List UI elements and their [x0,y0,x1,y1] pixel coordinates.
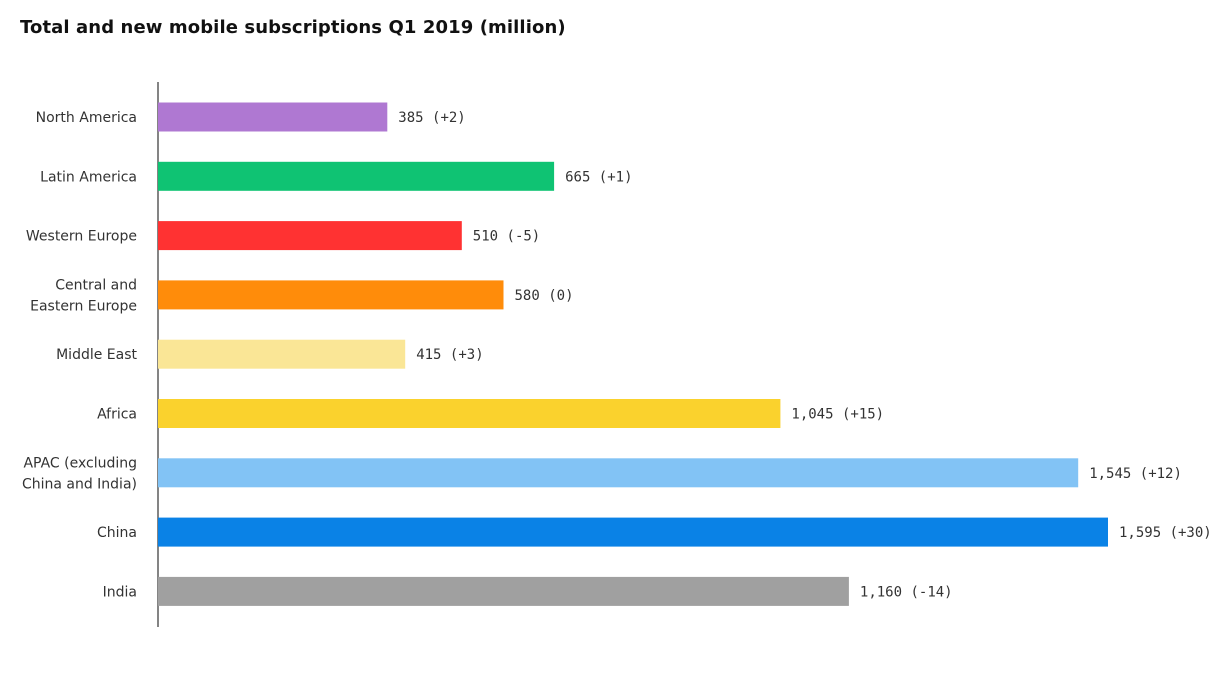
category-label: Latin America [40,169,137,185]
bar-4 [158,339,406,369]
data-label: 1,595 (+30) [1119,525,1212,541]
category-label: India [103,584,137,600]
category-label: Central and Eastern Europe [30,277,137,314]
category-label: Africa [97,407,137,423]
bar-5 [158,399,781,428]
category-label: Middle East [56,347,137,363]
bar-8 [158,576,849,606]
data-label: 385 (+2) [398,110,465,126]
bar-2 [158,221,462,251]
bar-3 [158,280,504,310]
category-label: Western Europe [26,229,137,245]
bar-1 [158,161,555,191]
bar-7 [158,517,1108,547]
data-label: 1,160 (-14) [860,584,953,600]
bar-0 [158,102,388,132]
data-label: 510 (-5) [473,229,540,245]
chart-title: Total and new mobile subscriptions Q1 20… [20,17,566,38]
category-label: APAC (excluding China and India) [22,455,137,492]
bar-6 [158,458,1079,488]
data-label: 665 (+1) [565,169,632,185]
data-label: 1,045 (+15) [791,407,884,423]
data-label: 1,545 (+12) [1089,466,1182,482]
category-label: China [97,525,137,541]
data-label: 415 (+3) [416,347,483,363]
data-label: 580 (0) [515,288,574,304]
category-label: North America [36,110,137,126]
